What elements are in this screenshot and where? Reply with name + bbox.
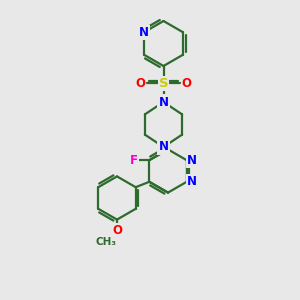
Text: F: F bbox=[130, 154, 138, 167]
Text: N: N bbox=[158, 140, 169, 154]
Text: O: O bbox=[112, 224, 122, 238]
Text: N: N bbox=[139, 26, 149, 39]
Text: S: S bbox=[159, 77, 168, 90]
Text: N: N bbox=[187, 175, 197, 188]
Text: O: O bbox=[182, 77, 192, 90]
Text: N: N bbox=[158, 95, 169, 109]
Text: CH₃: CH₃ bbox=[96, 237, 117, 248]
Text: O: O bbox=[135, 77, 146, 90]
Text: N: N bbox=[187, 154, 197, 167]
